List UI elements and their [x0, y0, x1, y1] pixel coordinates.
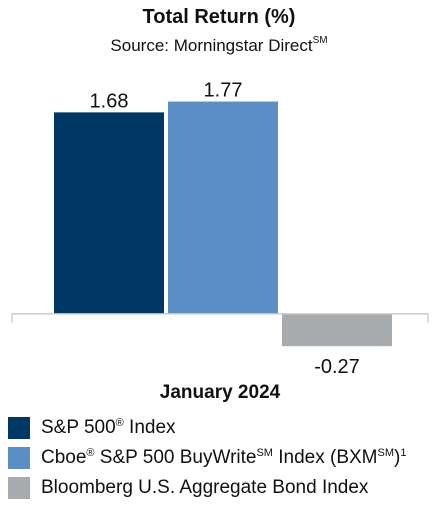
bar-1 [54, 112, 164, 314]
legend-bxm-service-mark-superscript-1: SM [256, 447, 273, 459]
legend-bxm-text-4: ) [394, 447, 401, 468]
legend-bxm-footnote-superscript: 1 [400, 447, 407, 459]
data-label-1: 1.68 [90, 90, 129, 112]
legend-bxm-registered-superscript: ® [86, 447, 95, 459]
legend-sp500-text-1: S&P 500 [41, 417, 116, 438]
data-label-3: -0.27 [314, 356, 360, 378]
legend-swatch-bloomberg [8, 477, 30, 499]
x-axis-title: January 2024 [160, 382, 281, 403]
legend-label-bxm: Cboe® S&P 500 BuyWriteSM Index (BXMSM)1 [41, 447, 406, 469]
bar-2 [168, 101, 278, 314]
legend-swatch-bxm [8, 447, 30, 469]
bars-group [54, 101, 392, 347]
data-label-2: 1.77 [204, 80, 243, 102]
axis-group [11, 313, 429, 323]
bar-3 [282, 313, 392, 347]
data-labels-group: 1.68 1.77 -0.27 [90, 80, 360, 379]
chart-title: Total Return (%) [143, 6, 296, 28]
legend-label-bloomberg: Bloomberg U.S. Aggregate Bond Index [41, 477, 369, 498]
legend-item-bloomberg: Bloomberg U.S. Aggregate Bond Index [8, 477, 436, 499]
legend-bxm-text-3: Index (BXM [272, 447, 378, 468]
legend-item-sp500: S&P 500® Index [8, 417, 436, 439]
legend: S&P 500® Index Cboe® S&P 500 BuyWriteSM … [8, 417, 436, 507]
legend-bxm-service-mark-superscript-2: SM [377, 447, 395, 459]
legend-label-sp500: S&P 500® Index [41, 417, 176, 439]
chart-subtitle: Source: Morningstar DirectSM [110, 35, 327, 55]
legend-bxm-text-1: Cboe [41, 447, 87, 468]
legend-item-bxm: Cboe® S&P 500 BuyWriteSM Index (BXMSM)1 [8, 447, 436, 469]
legend-sp500-registered-superscript: ® [115, 417, 124, 429]
legend-sp500-text-2: Index [123, 417, 176, 438]
chart-subtitle-superscript: SM [313, 35, 328, 46]
chart-subtitle-main: Source: Morningstar Direct [110, 36, 312, 55]
legend-bxm-text-2: S&P 500 BuyWrite [94, 447, 257, 468]
legend-swatch-sp500 [8, 417, 30, 439]
